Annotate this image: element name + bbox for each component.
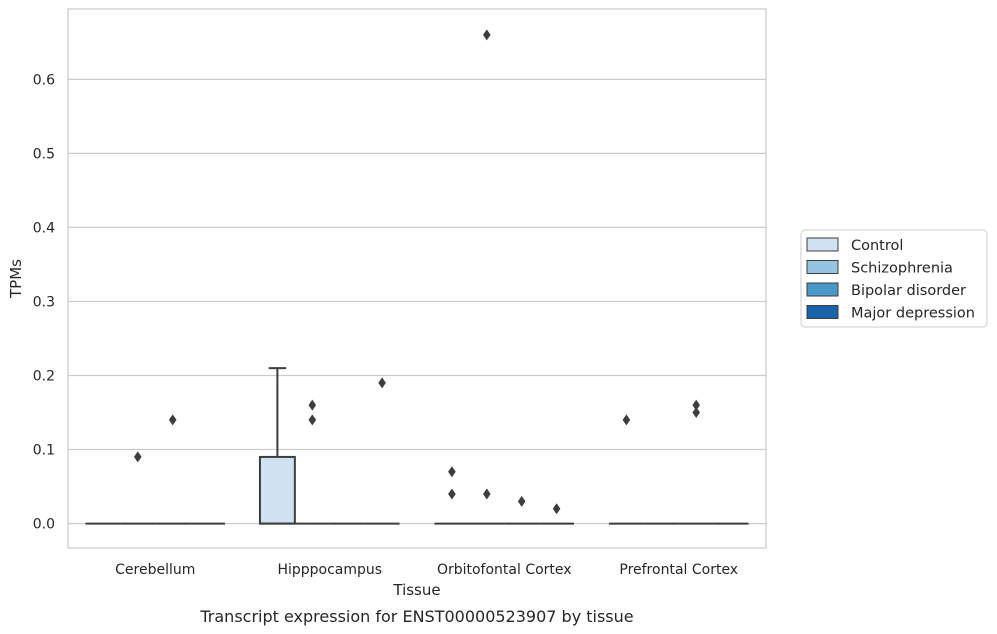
- x-tick-label: Orbitofontal Cortex: [437, 562, 572, 578]
- y-tick-label: 0.3: [33, 294, 55, 310]
- legend-label: Schizophrenia: [851, 261, 953, 277]
- outlier-point: [308, 414, 317, 426]
- legend: Control Schizophrenia Bipolar disorder Majo…: [800, 229, 988, 328]
- outlier-point: [378, 377, 386, 389]
- y-tick-label: 0.5: [33, 146, 55, 162]
- x-axis-label: Tissue: [392, 581, 440, 599]
- box-body: [258, 455, 296, 525]
- box-3-2: [678, 399, 714, 525]
- chart-caption: Transcript expression for ENST0000052390…: [199, 607, 633, 626]
- legend-frame: [800, 229, 988, 328]
- y-tick-label: 0.4: [33, 220, 55, 236]
- outlier-point: [168, 414, 177, 426]
- legend-label: Bipolar disorder: [851, 283, 966, 299]
- box-2-2: [504, 495, 540, 525]
- x-tick-labels: Cerebellum Hipppocampus Orbitofontal Corte…: [115, 562, 738, 578]
- box-1-3: [364, 377, 400, 525]
- box-0-2: [155, 414, 191, 525]
- box-1-1: [294, 399, 330, 525]
- outlier-point: [517, 495, 526, 507]
- outlier-point: [134, 451, 142, 463]
- outlier-point: [483, 488, 491, 500]
- box-1-0: [258, 367, 296, 525]
- box-2-0: [434, 466, 470, 525]
- outlier-point: [692, 399, 700, 411]
- outlier-point: [483, 29, 491, 41]
- box-2-3: [539, 503, 575, 525]
- outlier-point: [622, 414, 631, 426]
- y-tick-label: 0.0: [33, 517, 55, 533]
- y-tick-label: 0.2: [33, 368, 55, 384]
- y-axis-label: TPMs: [7, 259, 25, 299]
- box-3-0: [608, 414, 644, 525]
- outlier-point: [448, 488, 456, 500]
- y-tick-labels: 0.0 0.1 0.2 0.3 0.4 0.5 0.6: [33, 72, 55, 532]
- x-tick-label: Cerebellum: [115, 562, 195, 578]
- box-2-1: [469, 29, 505, 525]
- x-tick-label: Hipppocampus: [277, 562, 382, 578]
- x-tick-label: Prefrontal Cortex: [619, 562, 738, 578]
- legend-swatch: [806, 305, 839, 319]
- gridlines: [68, 78, 766, 525]
- outlier-point: [552, 503, 561, 515]
- outlier-point: [448, 466, 456, 478]
- box-0-1: [120, 451, 156, 525]
- legend-swatch: [806, 237, 839, 252]
- plot-frame: [67, 8, 767, 549]
- legend-swatch: [806, 260, 839, 274]
- outlier-point: [308, 399, 317, 411]
- legend-label: Major depression: [851, 306, 975, 322]
- box-groups: [85, 29, 749, 525]
- legend-label: Control: [851, 238, 903, 254]
- y-tick-label: 0.6: [33, 72, 55, 88]
- y-tick-label: 0.1: [33, 443, 55, 459]
- legend-swatch: [806, 282, 839, 297]
- outlier-point: [692, 407, 700, 419]
